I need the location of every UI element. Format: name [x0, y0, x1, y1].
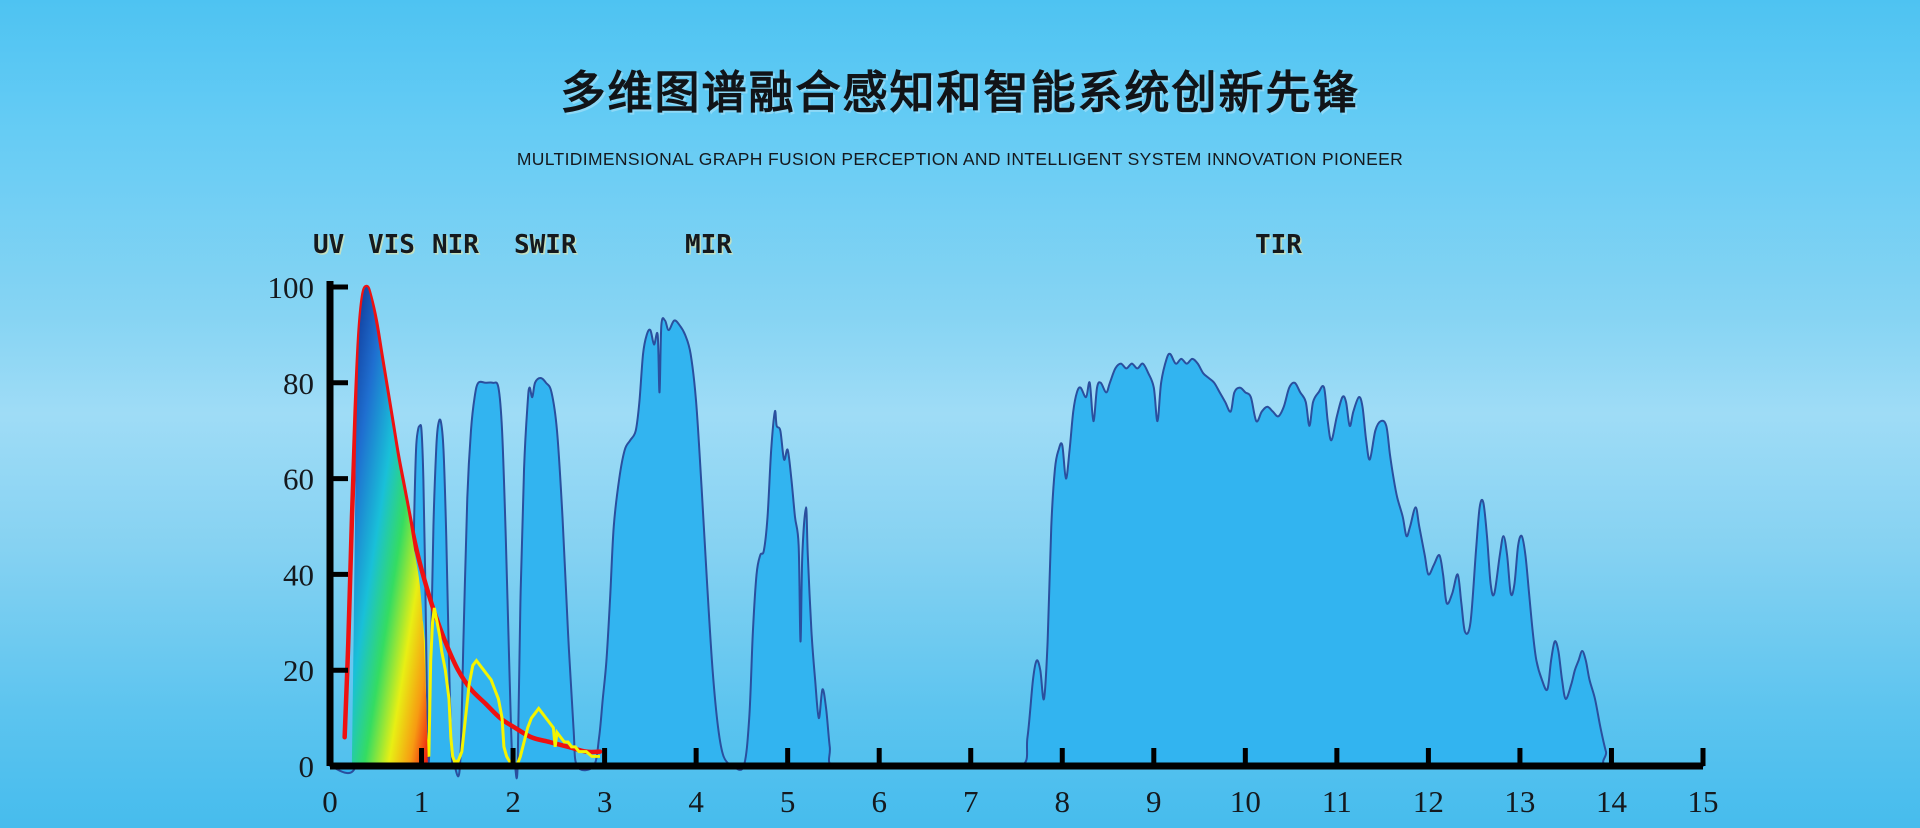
y-tick-label: 0 — [299, 749, 315, 784]
x-tick-label: 3 — [597, 784, 613, 819]
x-tick-label: 7 — [963, 784, 979, 819]
x-tick-label: 15 — [1688, 784, 1719, 819]
x-tick-label: 5 — [780, 784, 796, 819]
page-subtitle: MULTIDIMENSIONAL GRAPH FUSION PERCEPTION… — [516, 149, 1404, 169]
x-tick-label: 14 — [1596, 784, 1628, 819]
y-tick-label: 80 — [283, 366, 314, 401]
series-solar-irradiance-blackbody-envelope — [342, 284, 603, 755]
band-label-mir: MIR — [685, 230, 732, 260]
x-tick-label: 11 — [1322, 784, 1352, 819]
band-label-vis: VIS — [368, 230, 415, 260]
band-label-nir: NIR — [432, 230, 479, 260]
band-label-swir: SWIR — [514, 230, 577, 260]
series-atmospheric-transmittance-windows — [329, 317, 1704, 780]
x-tick-label: 10 — [1230, 784, 1261, 819]
x-tick-label: 12 — [1413, 784, 1444, 819]
page-title: 多维图谱融合感知和智能系统创新先锋 — [560, 66, 1360, 119]
y-tick-label: 40 — [283, 557, 314, 592]
x-tick-label: 2 — [505, 784, 521, 819]
y-tick-label: 20 — [283, 653, 314, 688]
series-layer — [329, 284, 1704, 780]
axis-layer — [326, 281, 1706, 770]
band-label-tir: TIR — [1255, 230, 1302, 260]
x-tick-label: 4 — [688, 784, 704, 819]
band-label-uv: UV — [313, 230, 345, 260]
x-tick-label: 13 — [1504, 784, 1535, 819]
x-tick-label: 0 — [322, 784, 338, 819]
x-tick-label: 1 — [414, 784, 430, 819]
x-tick-label: 9 — [1146, 784, 1162, 819]
series-extraterrestrial-shaded-spectrum-rainbow-fill — [351, 287, 428, 766]
y-tick-label: 60 — [283, 462, 314, 497]
x-tick-label: 8 — [1055, 784, 1071, 819]
x-tick-label: 6 — [871, 784, 887, 819]
y-tick-label: 100 — [268, 270, 315, 305]
